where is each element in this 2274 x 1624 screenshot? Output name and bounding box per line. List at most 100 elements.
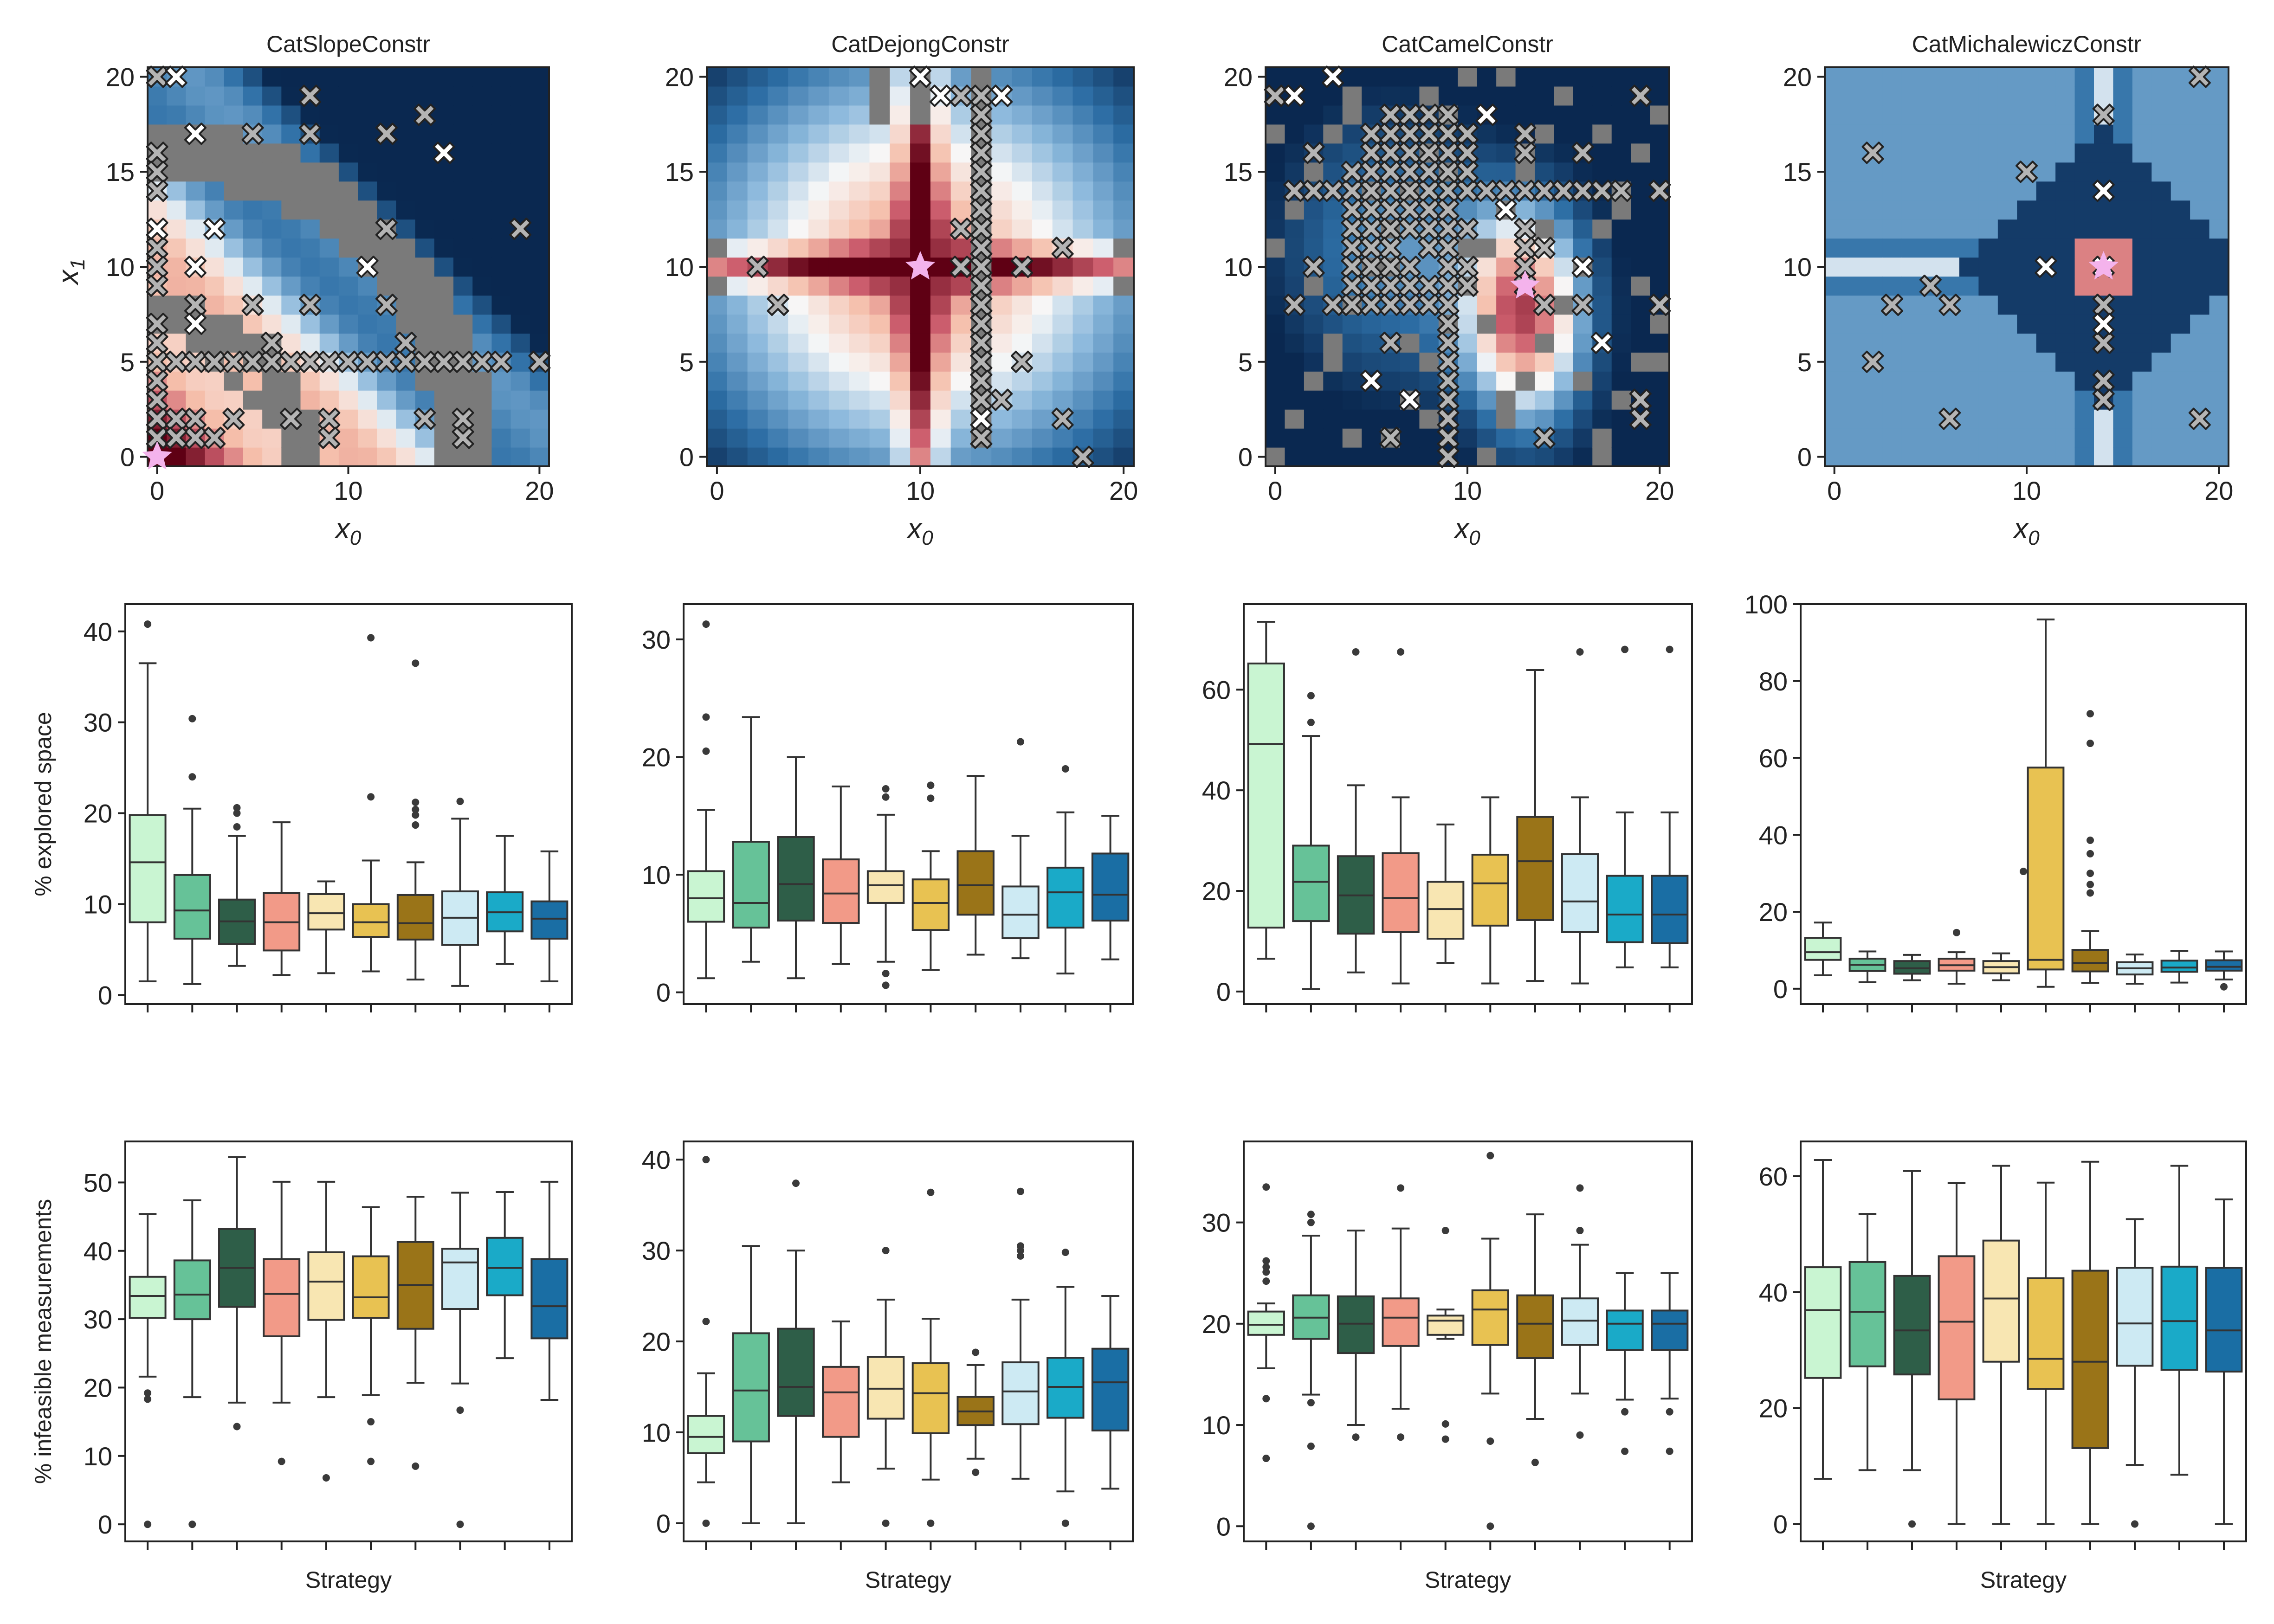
heatmap-cell [1093, 428, 1114, 448]
heatmap-cell [1959, 105, 1979, 125]
feasible-sample [165, 65, 187, 88]
box-strategy-6 [352, 634, 390, 973]
heatmap-cell [1611, 428, 1631, 448]
heatmap-cell [377, 257, 397, 277]
heatmap-cell [727, 219, 748, 239]
heatmap-cell [1477, 371, 1497, 391]
heatmap-cell [1592, 238, 1612, 258]
heatmap-cell [1535, 257, 1555, 277]
heatmap-cell [1285, 371, 1305, 391]
heatmap-cell [319, 219, 339, 239]
heatmap-cell [281, 86, 301, 106]
heatmap-cell [1342, 447, 1362, 467]
heatmap-cell [1012, 124, 1033, 144]
infeasible-sample [1051, 237, 1074, 259]
iqr-box [1427, 1315, 1465, 1336]
heatmap-cell [788, 371, 809, 391]
heatmap-cell [186, 238, 206, 258]
heatmap-cell [530, 105, 549, 125]
heatmap-cell [358, 314, 377, 334]
heatmap-cell [1362, 428, 1382, 448]
box-strategy-10 [1091, 1295, 1130, 1490]
infeasible-sample [1302, 256, 1325, 278]
heatmap-cell [1113, 238, 1134, 258]
heatmap-cell [707, 162, 728, 182]
heatmap-cell [1959, 276, 1979, 296]
heatmap-cell [2113, 295, 2133, 315]
heatmap-cell [890, 162, 911, 182]
heatmap-cell [788, 219, 809, 239]
heatmap-cell [1631, 124, 1651, 144]
heatmap-cell [1901, 181, 1921, 201]
heatmap-cell [890, 105, 911, 125]
heatmap-cell [747, 295, 769, 315]
heatmap-cell [300, 409, 320, 429]
heatmap-cell [281, 390, 301, 410]
heatmap-cell [1438, 67, 1458, 87]
infeasible-sample [970, 199, 993, 221]
heatmap-cell [205, 390, 225, 410]
heatmap-cell [1496, 447, 1516, 467]
heatmap-cell [1882, 333, 1902, 353]
heatmap-cell [1554, 276, 1574, 296]
outlier-point [367, 1418, 375, 1426]
heatmap-cell [890, 295, 911, 315]
infeasible-sample [1919, 274, 1942, 297]
x-tick-label: 10 [334, 476, 362, 505]
heatmap-cells [1825, 67, 2229, 467]
infeasible-sample [1648, 293, 1671, 316]
heatmap-cell [1266, 219, 1286, 239]
heatmap-cell [1554, 143, 1574, 163]
heatmap-cell [727, 428, 748, 448]
heatmap-cell [930, 352, 951, 372]
heatmap-cell [1052, 162, 1073, 182]
heatmap-cell [1093, 200, 1114, 220]
heatmap-cell [1997, 143, 2017, 163]
heatmap-cell [472, 143, 492, 163]
heatmap-cell [1650, 67, 1670, 87]
heatmap-cell [1496, 352, 1516, 372]
heatmap-cell [808, 238, 829, 258]
heatmap-cell [2171, 219, 2190, 239]
heatmap-cell [453, 371, 473, 391]
heatmap-cell [1342, 105, 1362, 125]
heatmap-cell [1844, 390, 1864, 410]
heatmap-cell [319, 390, 339, 410]
heatmap-cell [415, 314, 435, 334]
heatmap-cell [2074, 333, 2094, 353]
heatmap-cell [930, 447, 951, 467]
heatmap-cell [1863, 162, 1883, 182]
heatmap-cell [453, 295, 473, 315]
heatmap-cell [1515, 390, 1535, 410]
iqr-box [1516, 816, 1554, 921]
heatmap-cell [747, 333, 769, 353]
heatmap-cell [727, 181, 748, 201]
infeasible-sample [1648, 180, 1671, 202]
heatmap-cell [971, 447, 992, 467]
box-strategy-2 [1292, 692, 1330, 990]
infeasible-sample [1533, 426, 1556, 449]
outlier-point [882, 785, 890, 793]
heatmap-cell [828, 295, 850, 315]
heatmap-cell [167, 447, 186, 467]
heatmap-cell [1959, 124, 1979, 144]
heatmap-cell [1825, 333, 1845, 353]
feasible-sample [1283, 84, 1306, 107]
heatmap-cell [319, 257, 339, 277]
heatmap-cell [530, 200, 549, 220]
heatmap-cell [2113, 143, 2133, 163]
outlier-point [1307, 1399, 1315, 1407]
heatmap-cell [707, 219, 728, 239]
heatmap-cell [2094, 124, 2114, 144]
heatmap-cell [1650, 86, 1670, 106]
heatmap-cell [338, 428, 358, 448]
heatmap-cell [338, 124, 358, 144]
heatmap-cell [2094, 409, 2114, 429]
outlier-point [1576, 648, 1584, 656]
heatmap-cell [167, 181, 186, 201]
heatmap-cell [991, 238, 1012, 258]
heatmap-cell [2151, 124, 2171, 144]
heatmap-cell [262, 257, 282, 277]
